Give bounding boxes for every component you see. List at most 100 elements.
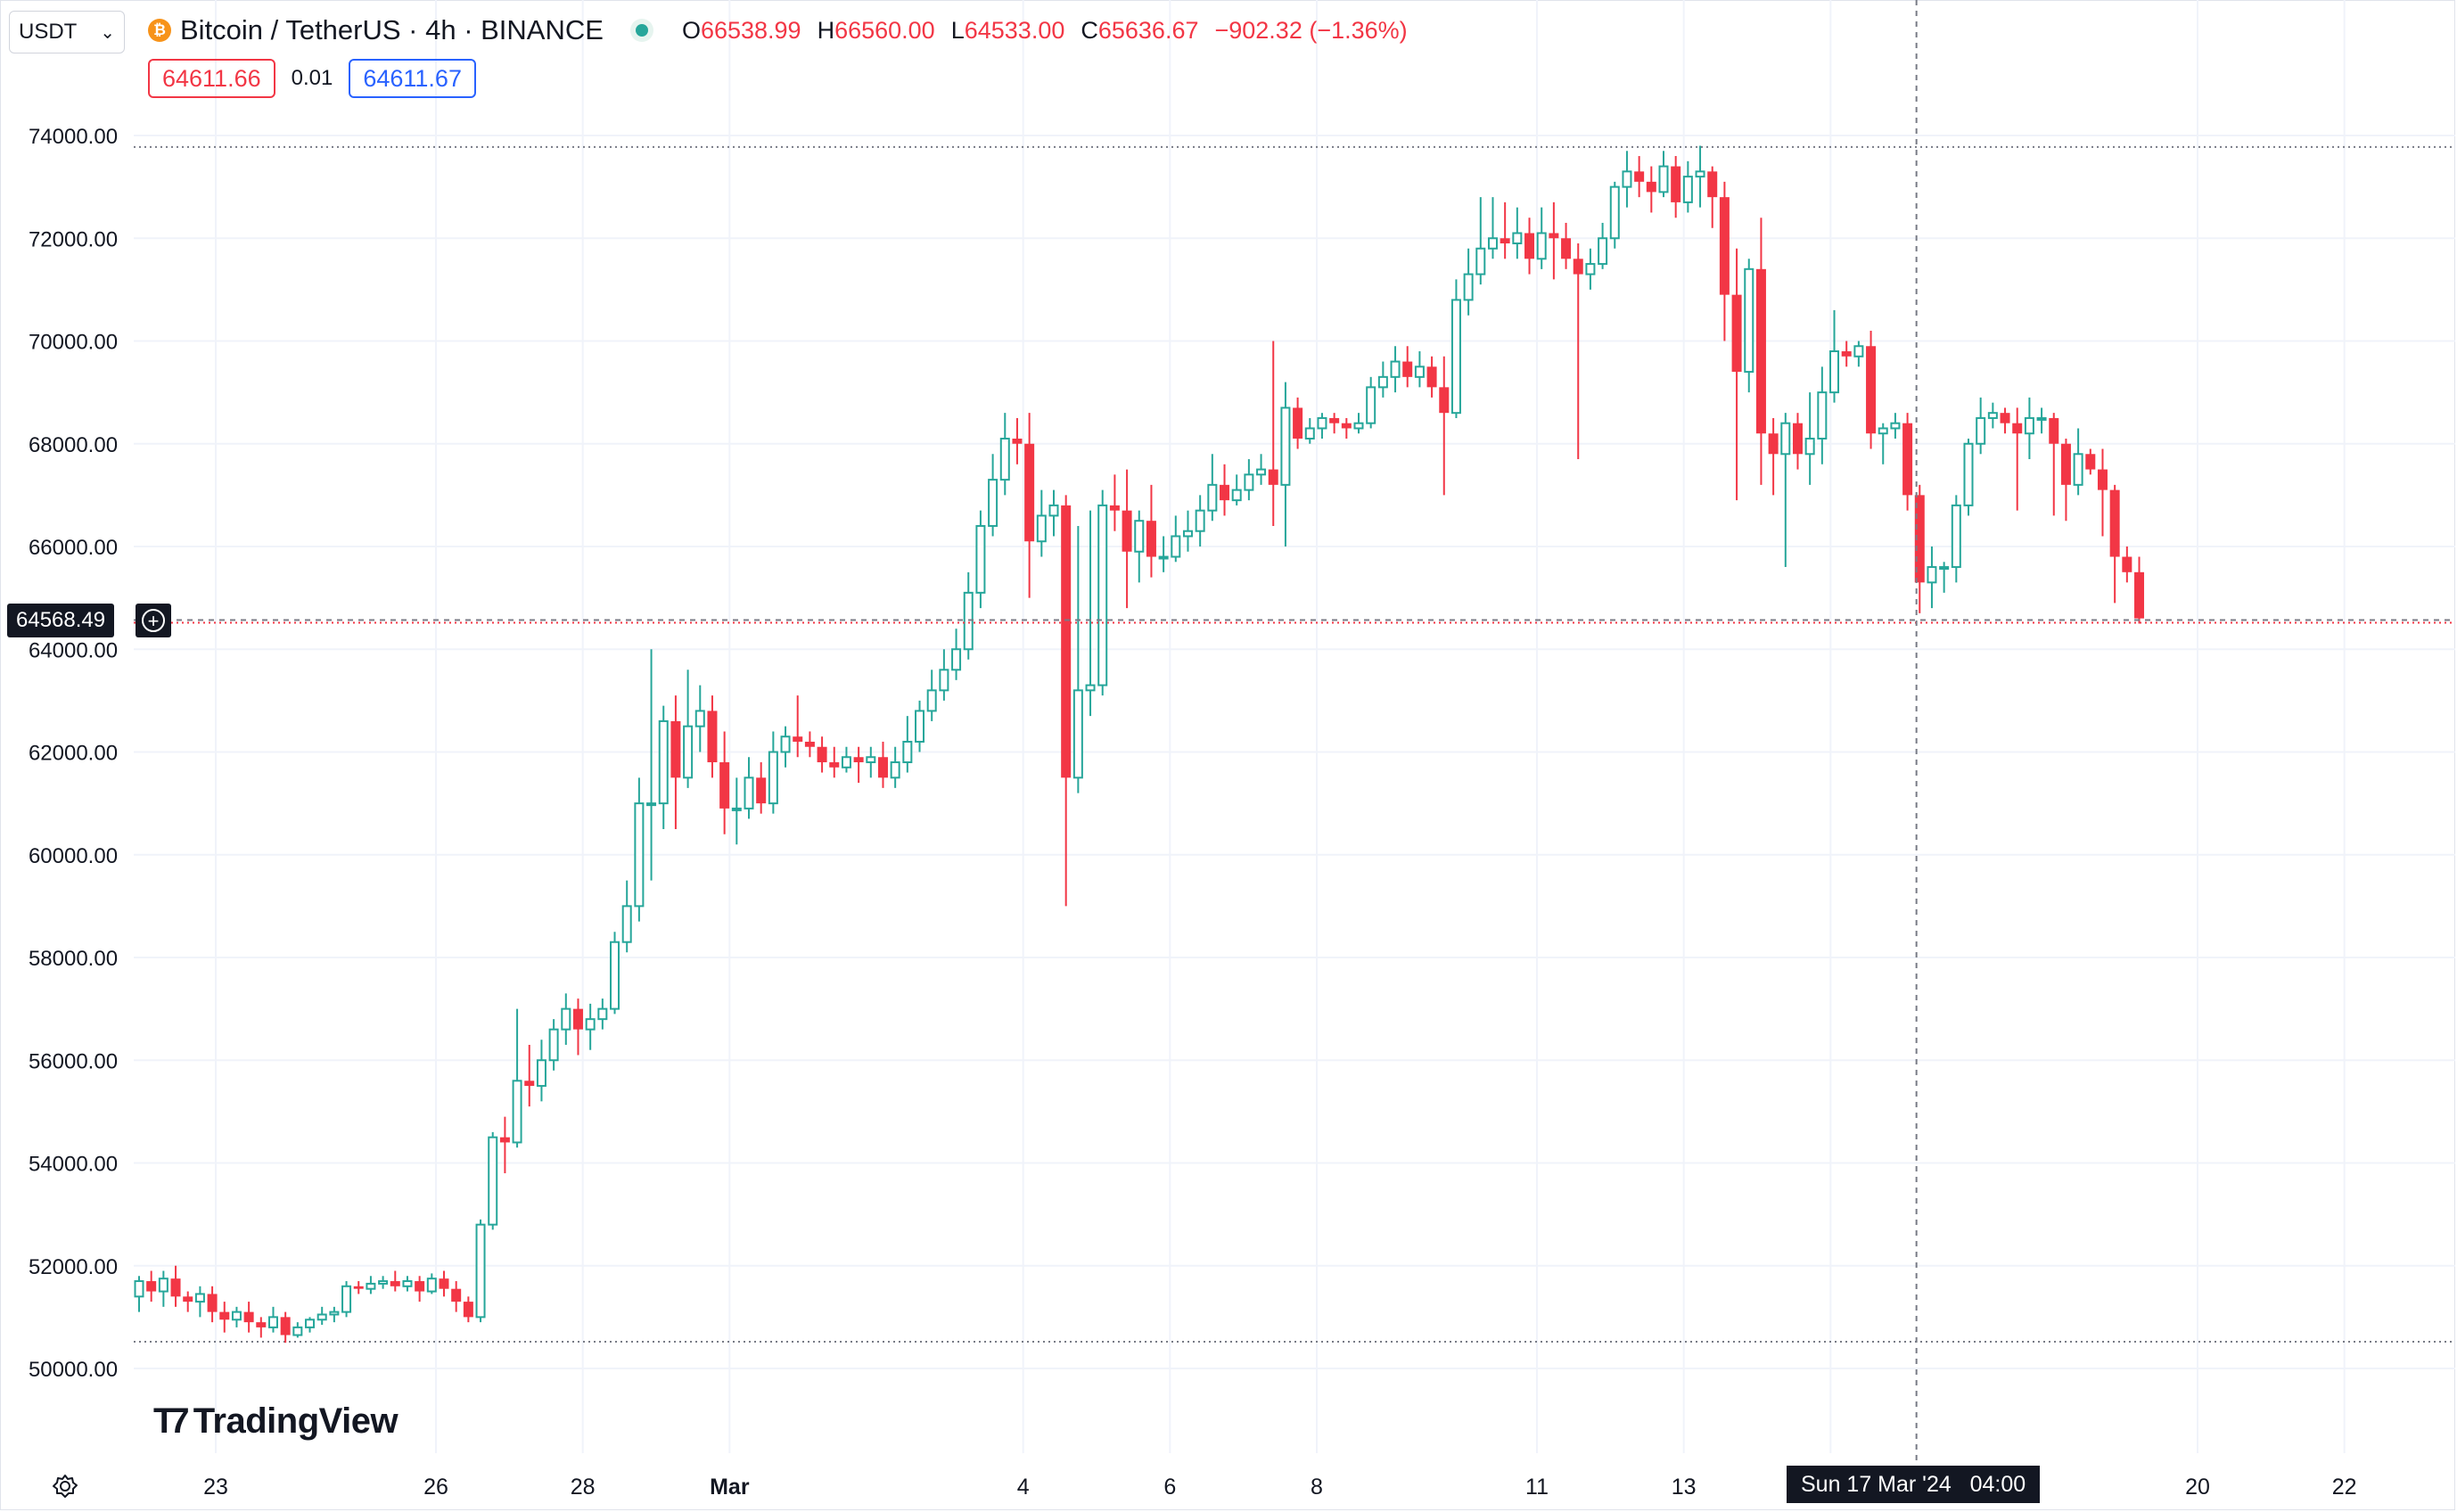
candle: [707, 695, 718, 778]
candle-body: [231, 1311, 242, 1321]
candle: [1402, 346, 1413, 388]
crosshair-time-label: Sun 17 Mar '24 04:00: [1787, 1466, 2041, 1503]
candle-body: [1402, 361, 1413, 377]
candle: [183, 1291, 193, 1312]
candle-body: [1109, 505, 1120, 511]
candle-body: [853, 757, 864, 763]
candle: [1780, 413, 1791, 568]
candle: [768, 731, 778, 814]
candle: [756, 762, 767, 814]
candle-body: [316, 1313, 327, 1321]
candle-body: [817, 746, 827, 763]
currency-dropdown[interactable]: USDT ⌄: [9, 11, 125, 53]
candle: [1853, 341, 1864, 367]
candle: [1878, 423, 1888, 464]
x-tick-label: 6: [1163, 1475, 1176, 1500]
candle-body: [1329, 417, 1340, 423]
candle: [158, 1270, 168, 1307]
x-tick-label: 4: [1017, 1475, 1030, 1500]
candle: [1220, 464, 1230, 516]
candle-body: [1220, 484, 1230, 501]
candle-body: [2012, 423, 2023, 434]
candle-body: [1829, 350, 1840, 394]
candle: [1036, 489, 1047, 557]
candle-body: [1146, 521, 1156, 557]
candle: [2085, 448, 2096, 475]
candle: [548, 1019, 559, 1071]
candle: [439, 1270, 449, 1297]
x-tick-label: 23: [203, 1475, 228, 1500]
candle: [1524, 218, 1535, 275]
candle-body: [1914, 495, 1925, 583]
tradingview-logo[interactable]: T7 TradingView: [153, 1401, 399, 1442]
candle-body: [292, 1326, 303, 1336]
candle-body: [1134, 520, 1145, 553]
candle-body: [926, 689, 937, 712]
candle-body: [1390, 360, 1401, 378]
candle: [731, 777, 742, 845]
candles: [134, 145, 2145, 1344]
candle-body: [719, 762, 730, 809]
ohlc-legend: O66538.99 H66560.00 L64533.00 C65636.67 …: [682, 17, 1408, 45]
candle-body: [1573, 259, 1583, 275]
candle: [877, 741, 888, 788]
candle-body: [1072, 689, 1083, 779]
candle-body: [267, 1316, 278, 1328]
candle: [305, 1317, 316, 1333]
candle: [2012, 407, 2023, 511]
candle-body: [621, 905, 632, 943]
symbol-title[interactable]: Bitcoin / TetherUS · 4h · BINANCE: [180, 14, 604, 45]
candle-body: [1366, 386, 1376, 424]
candle-body: [1817, 391, 1828, 440]
candle-body: [829, 762, 840, 768]
candle-body: [1317, 416, 1327, 430]
candle-body: [1207, 483, 1218, 512]
candle: [1914, 484, 1925, 613]
candle: [1097, 489, 1108, 696]
candle: [915, 700, 925, 752]
candle: [475, 1219, 486, 1323]
candle: [426, 1273, 437, 1294]
candle-body: [158, 1278, 168, 1293]
candle-body: [841, 756, 851, 768]
buy-price-button[interactable]: 64611.67: [349, 59, 476, 98]
candle: [1500, 201, 1510, 259]
x-tick-label: 11: [1525, 1475, 1549, 1500]
add-alert-button[interactable]: +: [136, 604, 171, 637]
candle: [902, 716, 913, 773]
candle-body: [988, 479, 998, 527]
candle: [1024, 413, 1035, 598]
candle: [402, 1276, 413, 1292]
candle-body: [451, 1288, 462, 1302]
candle-body: [731, 807, 742, 811]
candle-body: [610, 941, 620, 1010]
candle-body: [1853, 345, 1864, 357]
candle: [1061, 495, 1072, 907]
candle: [2097, 448, 2108, 537]
candle: [316, 1306, 327, 1326]
gear-icon[interactable]: [52, 1473, 78, 1500]
bitcoin-icon: ₿: [148, 19, 171, 42]
sell-price-button[interactable]: 64611.66: [148, 59, 275, 98]
candle: [658, 705, 669, 829]
candle: [817, 736, 827, 773]
candle-body: [1585, 263, 1596, 275]
candle-body: [999, 437, 1010, 481]
candle: [1829, 309, 1840, 403]
candle-body: [1731, 294, 1742, 373]
candle-body: [1475, 247, 1486, 275]
candle: [146, 1270, 157, 1302]
y-tick-label: 58000.00: [29, 947, 118, 971]
candle-body: [1927, 566, 1937, 584]
candle: [1280, 382, 1291, 546]
candle-body: [634, 802, 645, 908]
candle-body: [1634, 171, 1645, 182]
candle: [1658, 151, 1669, 198]
y-tick-label: 52000.00: [29, 1255, 118, 1279]
candle-body: [1024, 443, 1035, 542]
candle-body: [219, 1311, 230, 1320]
candle: [1744, 259, 1754, 393]
market-status-icon[interactable]: [629, 19, 653, 42]
candle: [2109, 484, 2120, 604]
